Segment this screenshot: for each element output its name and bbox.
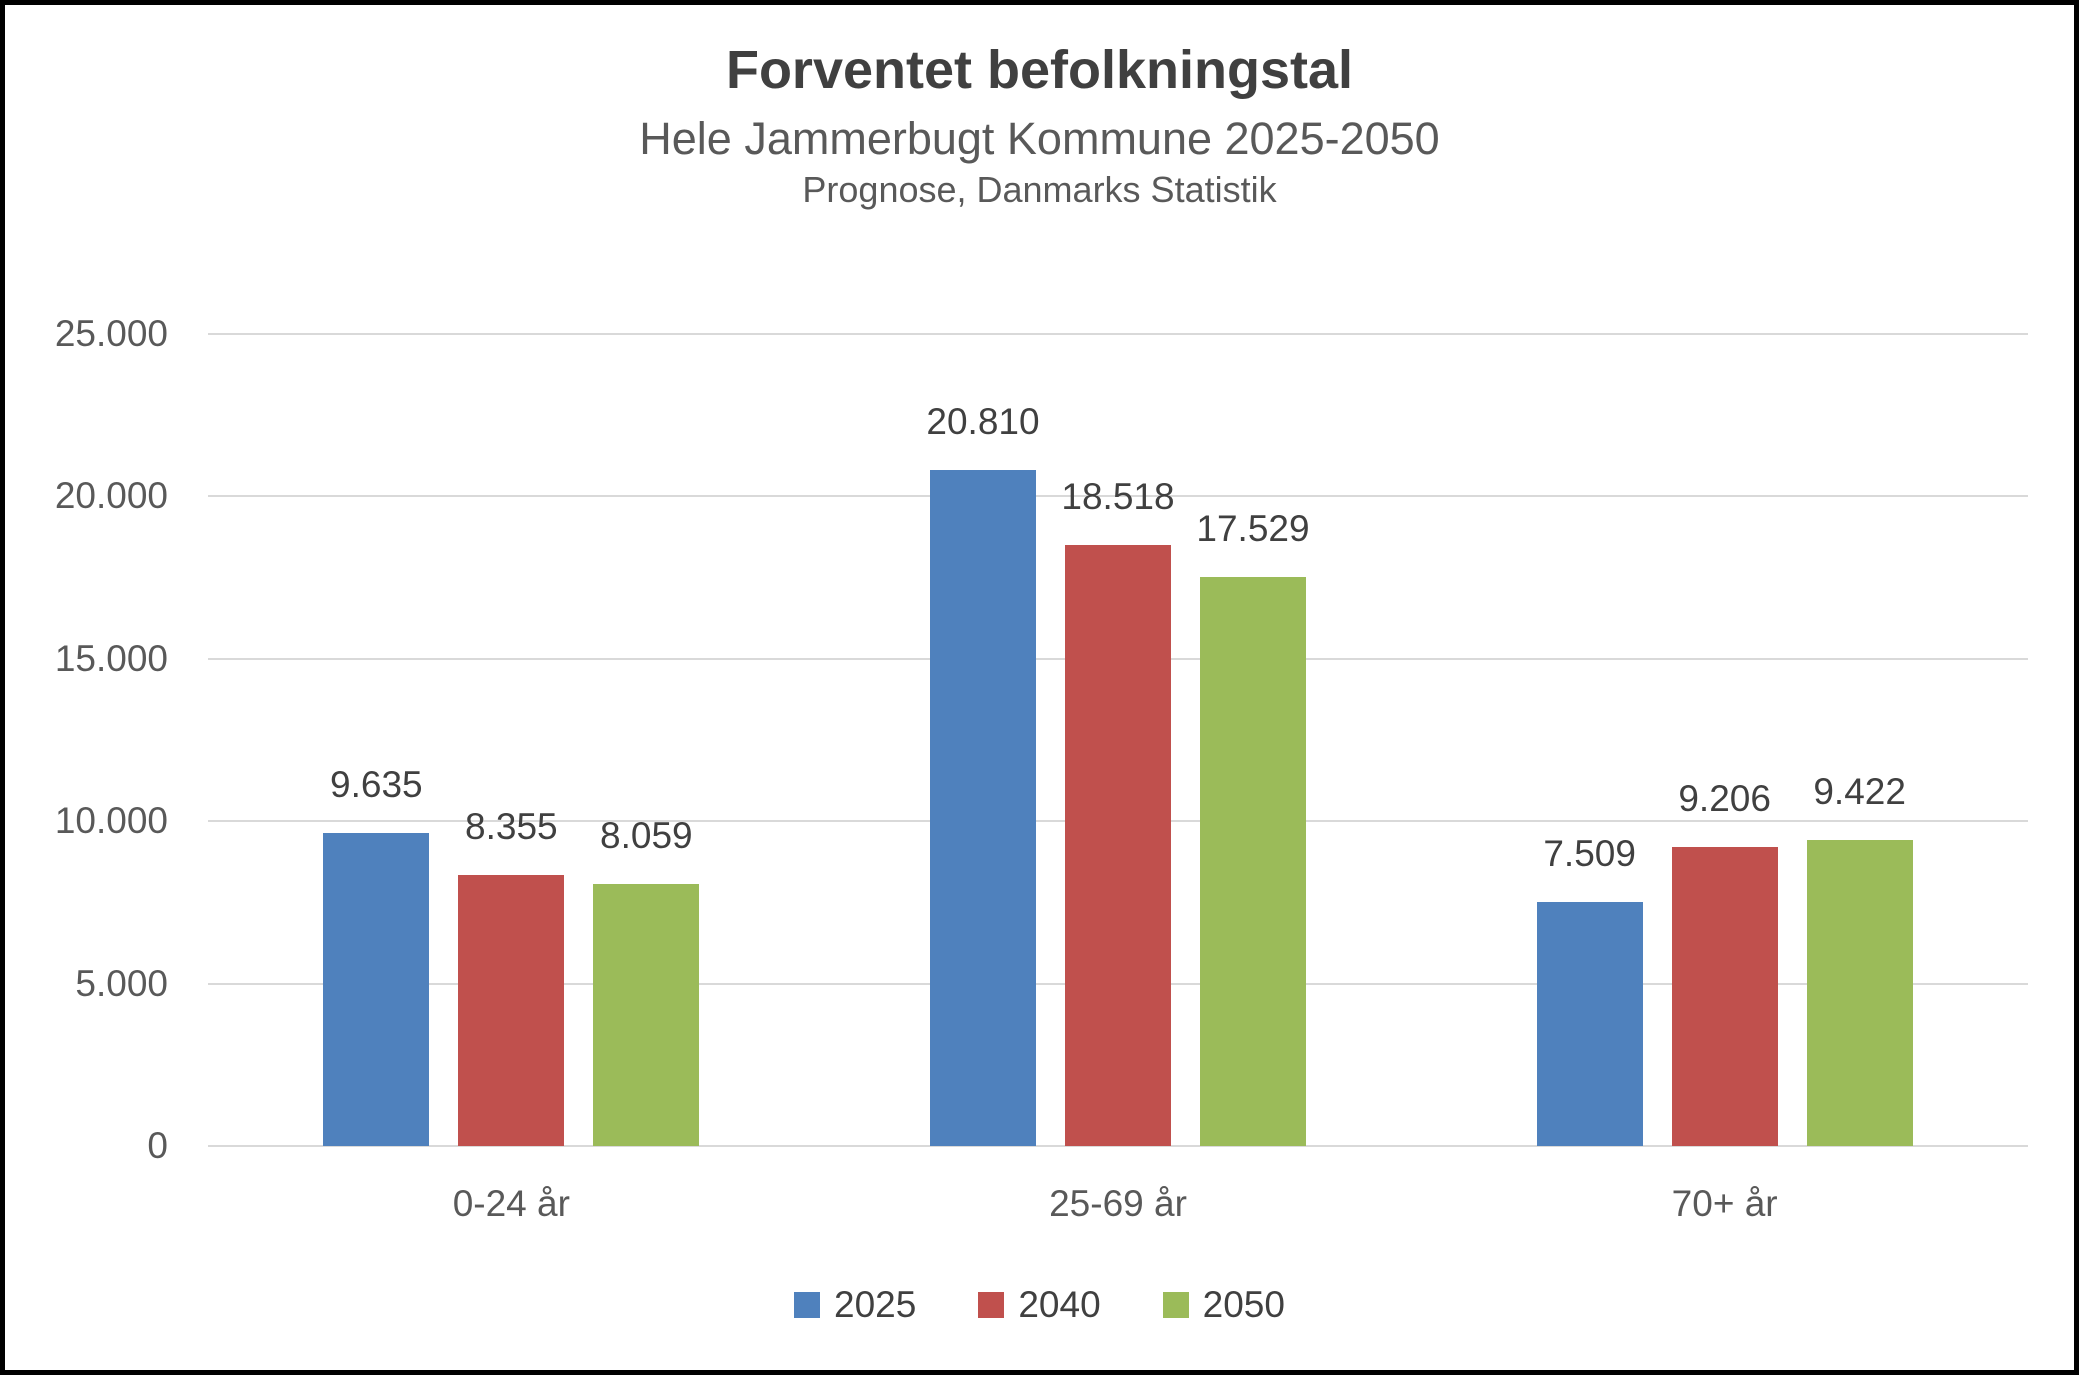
y-axis-tick-label: 10.000	[54, 800, 168, 842]
bar-value-label: 9.635	[330, 764, 423, 806]
bar	[930, 470, 1036, 1146]
chart-title: Forventet befolkningstal	[725, 40, 1354, 100]
bar-value-label: 9.422	[1813, 770, 1906, 812]
bar-value-label: 20.810	[926, 401, 1040, 443]
y-axis-tick-label: 20.000	[54, 475, 168, 517]
y-axis-tick-label: 0	[147, 1125, 168, 1166]
gridline	[208, 495, 2028, 498]
legend-label: 2025	[834, 1284, 917, 1325]
chart-note: Prognose, Danmarks Statistik	[802, 169, 1277, 210]
chart-subtitle: Hele Jammerbugt Kommune 2025-2050	[639, 113, 1440, 164]
bar	[1065, 544, 1171, 1146]
legend-swatch-icon	[1162, 1292, 1189, 1318]
legend-swatch-icon	[978, 1292, 1005, 1318]
plot-area: 0 5.000 10.000 15.000 20.000 25.000 9.635 8.35…	[5, 5, 2074, 1370]
gridline	[208, 1145, 2028, 1147]
bar-value-label: 9.206	[1678, 777, 1771, 819]
y-axis-tick-label: 15.000	[54, 637, 168, 679]
gridline	[208, 333, 2028, 335]
bar-value-label: 8.355	[465, 805, 558, 847]
bar	[1671, 846, 1778, 1146]
legend-label: 2040	[1018, 1284, 1101, 1325]
x-axis-category-label: 25-69 år	[1049, 1183, 1187, 1224]
bar-value-label: 18.518	[1061, 475, 1175, 517]
bar	[1200, 576, 1306, 1146]
bar	[458, 874, 565, 1146]
bar-value-label: 17.529	[1196, 507, 1310, 549]
bar-value-label: 7.509	[1543, 833, 1636, 875]
legend-swatch-icon	[794, 1292, 821, 1318]
legend-item: 2040	[978, 1283, 1101, 1327]
bar	[323, 833, 430, 1146]
legend: 2025 2040 2050	[5, 1283, 2074, 1327]
bar	[1806, 839, 1913, 1146]
y-axis-tick-label: 5.000	[75, 962, 168, 1004]
bar	[593, 884, 700, 1146]
legend-item: 2025	[794, 1283, 916, 1327]
bar	[1536, 902, 1643, 1146]
x-axis-category-label: 0-24 år	[452, 1183, 570, 1224]
legend-item: 2050	[1162, 1283, 1285, 1327]
x-axis-category-label: 70+ år	[1671, 1183, 1778, 1224]
bar-value-label: 8.059	[600, 815, 693, 857]
legend-label: 2050	[1202, 1284, 1285, 1325]
y-axis-tick-label: 25.000	[54, 313, 168, 354]
